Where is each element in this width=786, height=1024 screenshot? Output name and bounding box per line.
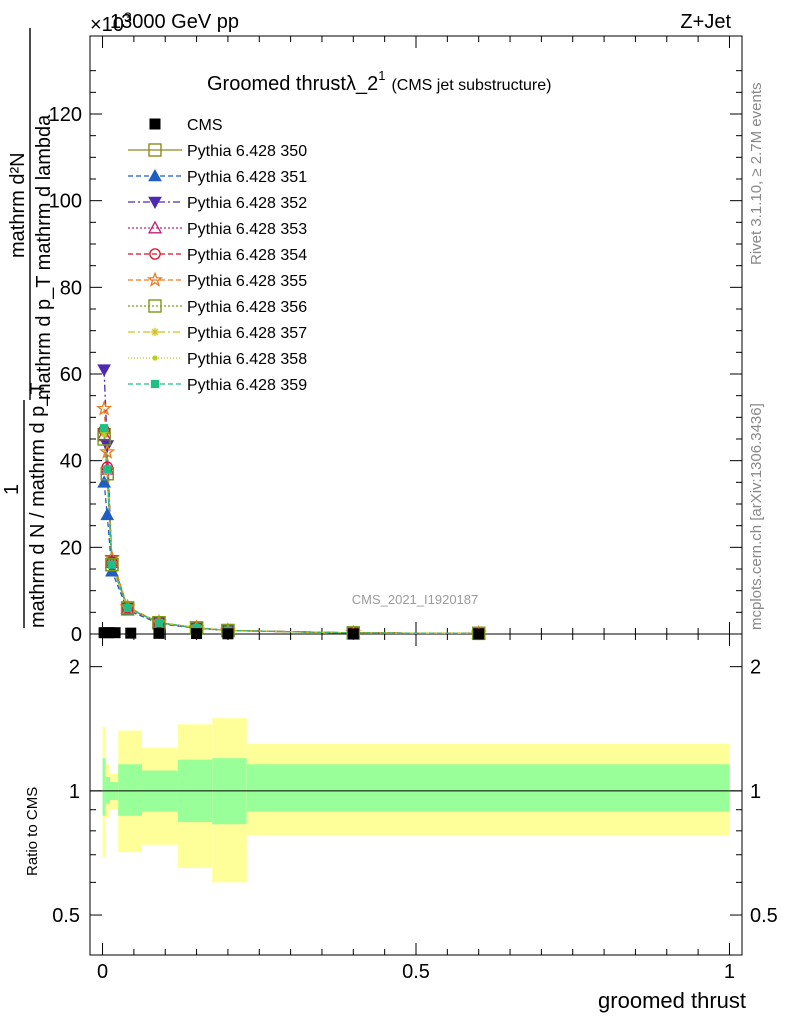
series-point-6-2: [105, 557, 119, 572]
legend-label-1: Pythia 6.428 350: [187, 143, 307, 160]
legend-label-6: Pythia 6.428 355: [187, 273, 307, 290]
ratio-ytick-label-right: 0.5: [750, 905, 778, 927]
series-point-9-4: [154, 618, 164, 627]
legend-label-8: Pythia 6.428 357: [187, 325, 307, 342]
cms-point-3: [125, 627, 137, 639]
main-ytick-label: 100: [49, 191, 82, 213]
cms-point-7: [347, 628, 359, 640]
main-ytick-label: 80: [60, 277, 82, 299]
xtick-label: 1: [724, 961, 735, 983]
cms-data-markers: [98, 627, 485, 640]
legend-marker-7: [148, 299, 162, 313]
analysis-watermark: CMS_2021_I1920187: [352, 592, 479, 607]
ylabel-top-numerator: mathrm d²N: [7, 152, 29, 258]
plot-title: Groomed thrustλ_21(CMS jet substructure): [207, 68, 551, 95]
legend-marker-5: [149, 248, 161, 260]
legend-label-7: Pythia 6.428 356: [187, 299, 307, 316]
xlabel: groomed thrust: [598, 988, 746, 1013]
cms-point-5: [191, 628, 203, 640]
series-point-9-0: [100, 424, 109, 433]
series-point-9-2: [107, 560, 117, 569]
legend-label-0: CMS: [187, 117, 223, 134]
legend-marker-6: [146, 271, 164, 287]
ratio-ytick-label-right: 1: [750, 781, 761, 803]
ratio-bands: [102, 718, 730, 883]
header-right: Z+Jet: [680, 11, 731, 33]
main-ytick-label: 20: [60, 537, 82, 559]
ylabel-top-denominator: mathrm d p_T mathrm d lambda: [33, 114, 55, 400]
ratio-band-inner-0: [102, 758, 106, 816]
series-point-8-0: [101, 432, 107, 438]
main-ytick-label: 40: [60, 451, 82, 473]
ylabel-bottom-one: 1: [1, 484, 23, 495]
mcplots-label: mcplots.cern.ch [arXiv:1306.3436]: [748, 403, 765, 630]
axis-ticks: 0 20 40 60 80 100 120 0 0.5 1 0.5 0.5 1 1 2 2: [49, 36, 778, 983]
series-point-9-1: [103, 465, 112, 474]
main-ylabel: mathrm d²N mathrm d p_T mathrm d lambda …: [1, 28, 55, 628]
series-point-2-0: [97, 364, 111, 377]
cms-point-4: [153, 627, 165, 639]
series-point-1-1: [100, 507, 115, 521]
legend-label-9: Pythia 6.428 358: [187, 351, 307, 368]
xtick-label: 0.5: [402, 961, 430, 983]
ratio-ytick-label: 2: [69, 657, 80, 679]
cms-point-8: [473, 628, 485, 640]
legend-marker-2: [148, 168, 162, 182]
main-ytick-label: 120: [49, 104, 82, 126]
ratio-ylabel: Ratio to CMS: [24, 787, 41, 876]
legend-marker-8: [150, 327, 160, 337]
legend-label-10: Pythia 6.428 359: [187, 377, 307, 394]
series-point-5-0: [95, 400, 113, 416]
series-point-5-1: [99, 443, 116, 459]
ratio-ytick-label: 0.5: [52, 905, 80, 927]
ratio-ytick-label-right: 2: [750, 657, 761, 679]
ratio-ytick-label: 1: [69, 781, 80, 803]
legend: CMS Pythia 6.428 350 Pythia 6.428 351 Pythi…: [128, 117, 307, 394]
ylabel-bottom-denominator: mathrm d N / mathrm d p_T: [27, 382, 49, 628]
legend-label-5: Pythia 6.428 354: [187, 247, 307, 264]
legend-label-2: Pythia 6.428 351: [187, 169, 307, 186]
series-point-1-0: [97, 475, 111, 488]
legend-label-3: Pythia 6.428 352: [187, 195, 307, 212]
main-ytick-label: 0: [71, 624, 82, 646]
cms-point-2: [109, 627, 121, 639]
header-left: 13000 GeV pp: [110, 11, 239, 33]
legend-marker-0: [149, 118, 161, 130]
legend-marker-1: [148, 143, 162, 157]
legend-marker-3: [148, 196, 162, 210]
legend-marker-10: [150, 379, 160, 389]
rivet-label: Rivet 3.1.10, ≥ 2.7M events: [748, 83, 765, 266]
ratio-band-inner-3: [118, 764, 143, 816]
exponent-label: ×103: [90, 9, 132, 36]
legend-marker-4: [147, 220, 163, 234]
series-point-6-3: [120, 601, 135, 615]
xtick-label: 0: [97, 961, 108, 983]
legend-label-4: Pythia 6.428 353: [187, 221, 307, 238]
series-point-4-3: [121, 602, 134, 614]
series-line-1: [103, 482, 479, 635]
series-point-9-3: [123, 603, 132, 613]
main-ytick-label: 60: [60, 364, 82, 386]
ratio-band-inner-7: [246, 764, 730, 812]
cms-point-6: [222, 628, 234, 640]
legend-marker-9: [152, 355, 158, 361]
